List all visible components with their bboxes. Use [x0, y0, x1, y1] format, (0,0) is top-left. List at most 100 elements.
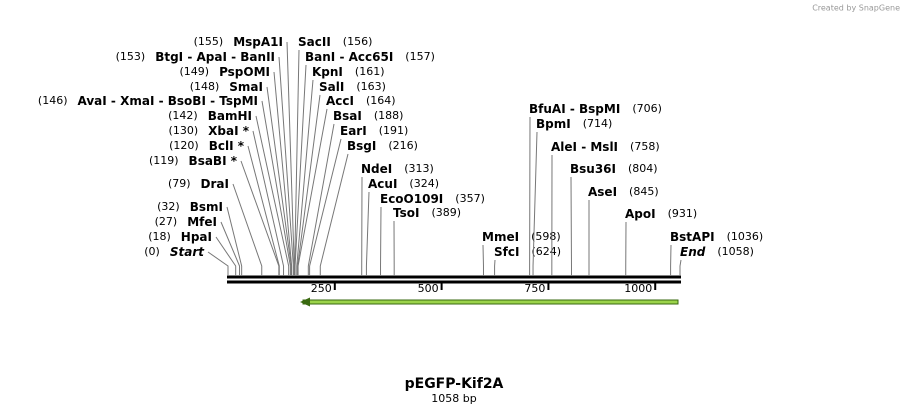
enzyme-name: HpaI: [181, 230, 212, 244]
site-position: (758): [630, 140, 660, 153]
cut-site: End (1058): [679, 245, 754, 276]
map-subtitle: 1058 bp: [431, 392, 476, 405]
site-position: (119): [149, 154, 179, 167]
site-label: (120) BclI *: [169, 139, 245, 153]
enzyme-name: AvaI: [78, 94, 107, 108]
enzyme-name: BamHI: [208, 109, 252, 123]
site-label: AccI (164): [326, 94, 396, 108]
cut-site: AleI - MslI (758): [551, 140, 660, 276]
separator: -: [566, 102, 579, 116]
cut-line: [240, 160, 280, 276]
site-position: (1058): [717, 245, 754, 258]
separator: -: [335, 50, 348, 64]
cut-line: [278, 56, 294, 276]
enzyme-name: AseI: [588, 185, 617, 199]
separator: -: [577, 140, 590, 154]
ruler-tick-label: 500: [418, 282, 439, 295]
site-position: (706): [632, 102, 662, 115]
cut-line: [220, 221, 241, 276]
site-label: (148) SmaI: [190, 80, 263, 94]
enzyme-name: MmeI: [482, 230, 519, 244]
cut-site: (79) DraI: [168, 177, 263, 276]
separator: -: [154, 94, 167, 108]
site-label: AseI (845): [588, 185, 659, 199]
cut-line: [294, 64, 307, 276]
site-label: NdeI (313): [361, 162, 434, 176]
enzyme-name: MslI: [590, 140, 618, 154]
site-position: (32): [157, 200, 180, 213]
enzyme-name: SalI: [319, 80, 344, 94]
map-title: pEGFP-Kif2A: [405, 376, 504, 392]
site-position: (598): [531, 230, 561, 243]
cut-site: BsgI (216): [319, 139, 418, 276]
site-label: End (1058): [680, 245, 754, 259]
cut-line: [252, 130, 285, 276]
cut-site: AcuI (324): [365, 177, 439, 276]
site-position: (313): [404, 162, 434, 175]
enzyme-name: BanI: [305, 50, 335, 64]
site-label: AcuI (324): [368, 177, 439, 191]
site-label: BsaI (188): [333, 109, 403, 123]
site-position: (142): [168, 109, 198, 122]
enzyme-name: NdeI: [361, 162, 392, 176]
cut-site: AccI (164): [297, 94, 396, 276]
cut-line: [297, 108, 328, 276]
enzyme-name: TspMI: [219, 94, 258, 108]
site-position: (27): [155, 215, 178, 228]
cut-site: (32) BsmI: [157, 200, 243, 276]
site-position: (155): [194, 35, 224, 48]
site-label: (149) PspOMI: [179, 65, 270, 79]
enzyme-name: KpnI: [312, 65, 343, 79]
enzyme-name: BpmI: [536, 117, 571, 131]
credit: Created by SnapGene: [812, 4, 900, 13]
cut-site: ApoI (931): [625, 207, 698, 276]
site-position: (149): [179, 65, 209, 78]
site-label: BpmI (714): [536, 117, 612, 131]
enzyme-name: AccI: [326, 94, 354, 108]
cut-site: (0) Start: [144, 245, 229, 276]
separator: -: [107, 94, 120, 108]
cut-site: NdeI (313): [361, 162, 434, 276]
enzyme-name: Start: [170, 245, 205, 259]
site-position: (216): [388, 139, 418, 152]
site-label: (32) BsmI: [157, 200, 223, 214]
site-label: EarI (191): [340, 124, 408, 138]
cut-site: EarI (191): [309, 124, 408, 276]
cut-line: [296, 79, 314, 276]
site-position: (161): [355, 65, 385, 78]
enzyme-name: ApaI: [196, 50, 226, 64]
site-position: (357): [455, 192, 485, 205]
cut-line: [266, 86, 292, 276]
site-label: BanI - Acc65I (157): [305, 50, 435, 64]
cut-line: [679, 259, 682, 276]
site-position: (188): [374, 109, 404, 122]
site-position: (845): [629, 185, 659, 198]
cut-line: [309, 138, 342, 276]
cut-site: BsaI (188): [307, 109, 403, 276]
site-label: BstAPI (1036): [670, 230, 763, 244]
enzyme-name: AcuI: [368, 177, 397, 191]
feature-arrow-head: [300, 297, 310, 307]
site-label: SalI (163): [319, 80, 386, 94]
site-position: (156): [343, 35, 373, 48]
cut-site: (146) AvaI - XmaI - BsoBI - TspMI: [38, 94, 291, 276]
site-position: (18): [148, 230, 171, 243]
cut-site: KpnI (161): [296, 65, 385, 276]
separator: -: [206, 94, 219, 108]
feature-bar: [302, 299, 679, 305]
site-label: MmeI (598): [482, 230, 561, 244]
enzyme-name: DraI: [201, 177, 229, 191]
cut-site: EcoO109I (357): [380, 192, 485, 276]
cut-line: [319, 153, 349, 276]
cut-site: MmeI (598): [482, 230, 561, 276]
site-position: (931): [668, 207, 698, 220]
site-label: (27) MfeI: [155, 215, 217, 229]
cut-site: AseI (845): [588, 185, 659, 276]
cut-site: (119) BsaBI *: [149, 154, 280, 276]
enzyme-name: BspMI: [579, 102, 620, 116]
cut-line: [365, 191, 370, 276]
enzyme-name: SmaI: [229, 80, 263, 94]
site-label: (119) BsaBI *: [149, 154, 238, 168]
site-label: (142) BamHI: [168, 109, 252, 123]
